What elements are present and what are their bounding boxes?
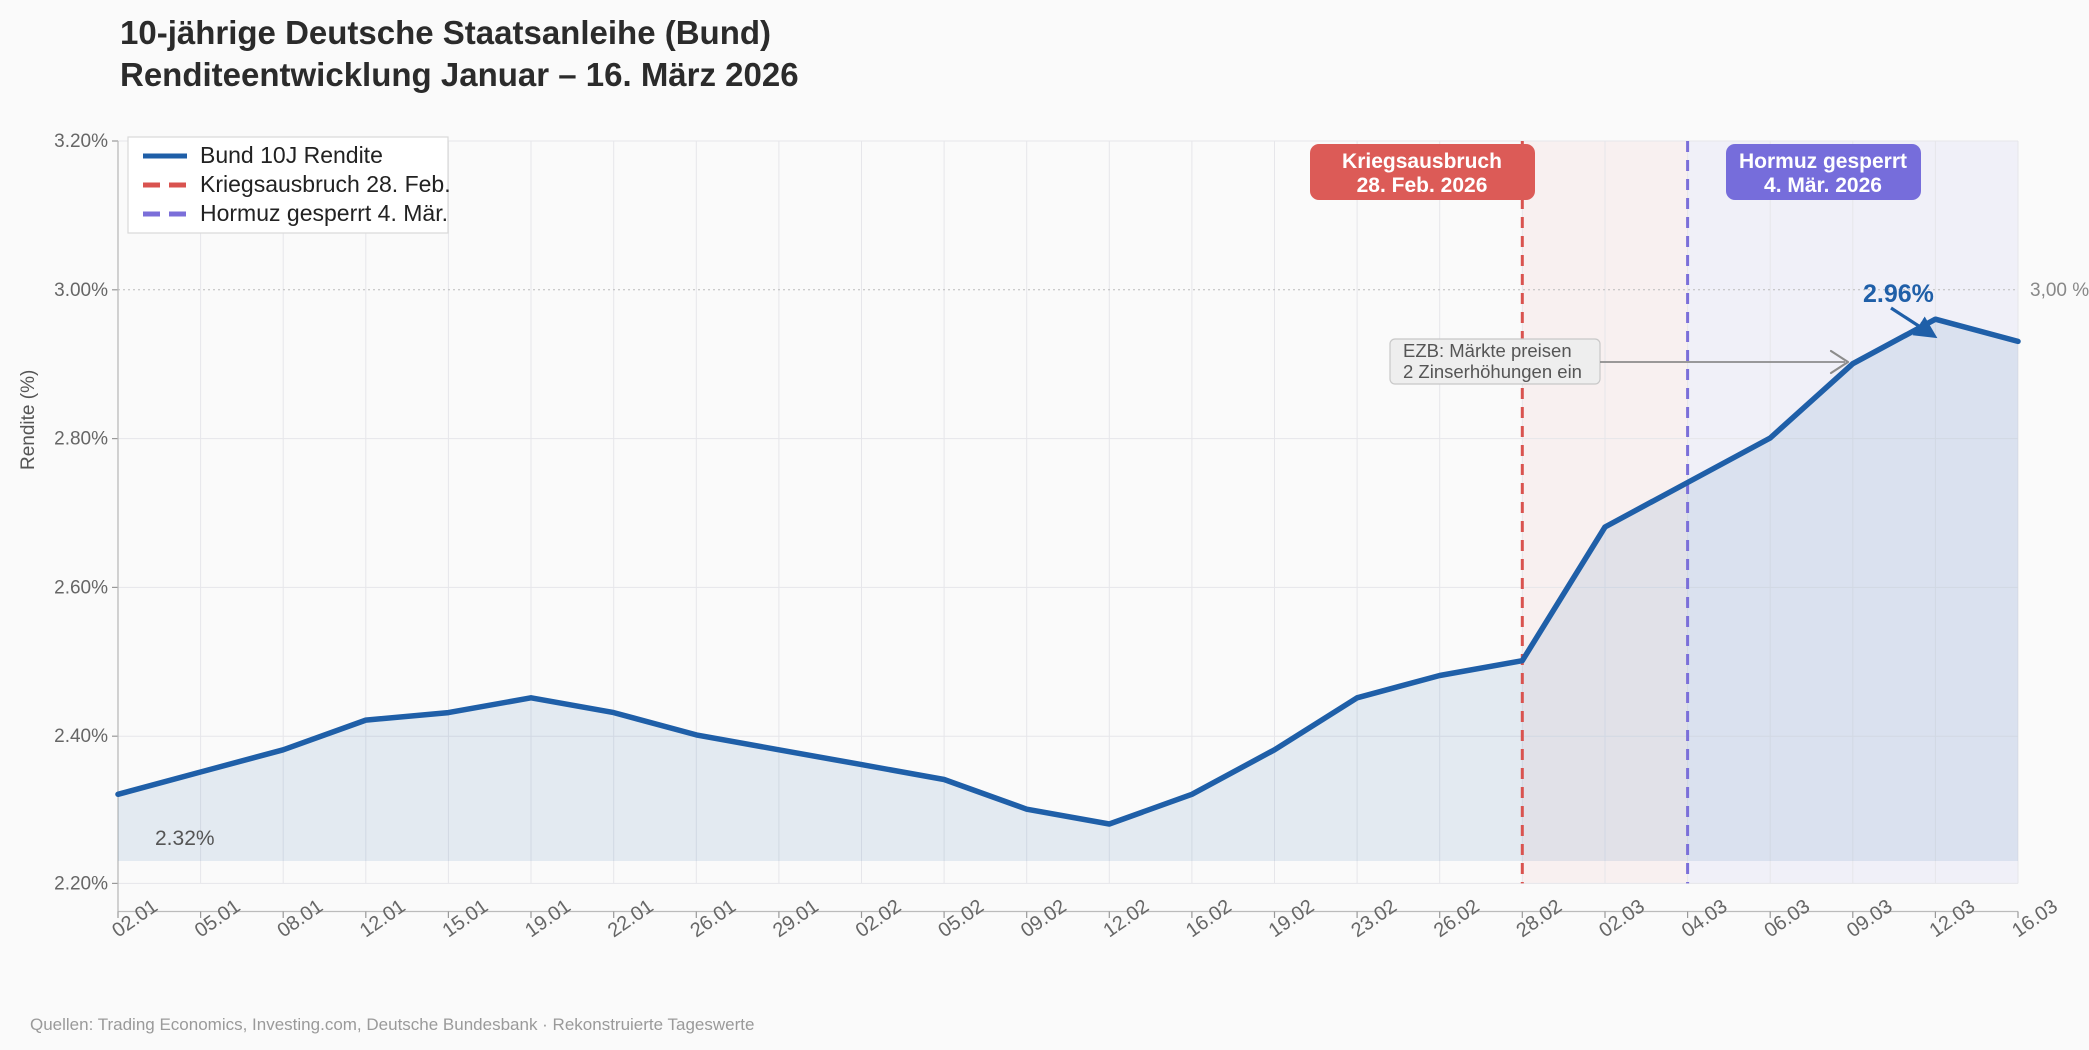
svg-text:28.02: 28.02 bbox=[1513, 895, 1567, 942]
svg-text:16.03: 16.03 bbox=[2008, 895, 2062, 942]
svg-text:2.32%: 2.32% bbox=[155, 827, 215, 850]
svg-text:26.01: 26.01 bbox=[687, 895, 741, 942]
svg-text:Kriegsausbruch 28. Feb.: Kriegsausbruch 28. Feb. bbox=[200, 171, 451, 197]
svg-text:08.01: 08.01 bbox=[273, 895, 327, 942]
svg-text:09.02: 09.02 bbox=[1017, 895, 1071, 942]
svg-text:Hormuz gesperrt 4. Mär.: Hormuz gesperrt 4. Mär. bbox=[200, 200, 448, 226]
svg-text:2.60%: 2.60% bbox=[54, 577, 108, 598]
svg-text:19.02: 19.02 bbox=[1265, 895, 1319, 942]
svg-text:2.80%: 2.80% bbox=[54, 429, 108, 450]
svg-text:29.01: 29.01 bbox=[769, 895, 823, 942]
svg-text:2.20%: 2.20% bbox=[54, 873, 108, 894]
svg-text:4. Mär. 2026: 4. Mär. 2026 bbox=[1764, 174, 1882, 197]
svg-text:2 Zinserhöhungen ein: 2 Zinserhöhungen ein bbox=[1403, 361, 1582, 382]
svg-text:12.01: 12.01 bbox=[356, 895, 410, 942]
svg-text:19.01: 19.01 bbox=[521, 895, 575, 942]
svg-text:05.01: 05.01 bbox=[191, 895, 245, 942]
svg-text:Hormuz gesperrt: Hormuz gesperrt bbox=[1739, 150, 1907, 173]
svg-text:3.00%: 3.00% bbox=[54, 280, 108, 301]
svg-text:15.01: 15.01 bbox=[439, 895, 493, 942]
svg-text:12.03: 12.03 bbox=[1926, 895, 1980, 942]
svg-text:23.02: 23.02 bbox=[1347, 895, 1401, 942]
svg-text:12.02: 12.02 bbox=[1100, 895, 1154, 942]
svg-text:3.20%: 3.20% bbox=[54, 131, 108, 152]
svg-text:04.03: 04.03 bbox=[1678, 895, 1732, 942]
svg-text:22.01: 22.01 bbox=[604, 895, 658, 942]
svg-text:02.01: 02.01 bbox=[108, 895, 162, 942]
svg-text:02.02: 02.02 bbox=[852, 895, 906, 942]
svg-text:2.96%: 2.96% bbox=[1863, 280, 1934, 308]
svg-text:05.02: 05.02 bbox=[934, 895, 988, 942]
svg-text:Kriegsausbruch: Kriegsausbruch bbox=[1342, 150, 1502, 173]
svg-text:09.03: 09.03 bbox=[1843, 895, 1897, 942]
svg-text:26.02: 26.02 bbox=[1430, 895, 1484, 942]
svg-text:06.03: 06.03 bbox=[1760, 895, 1814, 942]
svg-text:2.40%: 2.40% bbox=[54, 726, 108, 747]
svg-text:02.03: 02.03 bbox=[1595, 895, 1649, 942]
svg-text:16.02: 16.02 bbox=[1182, 895, 1236, 942]
svg-text:3,00 %: 3,00 % bbox=[2030, 280, 2089, 301]
svg-text:28. Feb. 2026: 28. Feb. 2026 bbox=[1357, 174, 1488, 197]
svg-text:Bund 10J Rendite: Bund 10J Rendite bbox=[200, 142, 383, 168]
svg-text:EZB: Märkte preisen: EZB: Märkte preisen bbox=[1403, 340, 1572, 361]
